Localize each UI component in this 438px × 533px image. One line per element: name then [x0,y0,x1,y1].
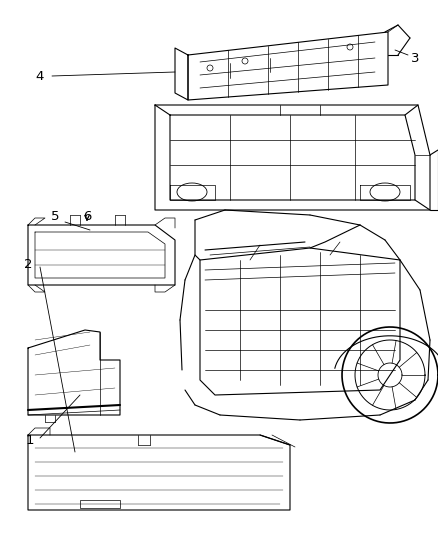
Text: 3: 3 [411,52,419,64]
Text: 6: 6 [83,211,91,223]
Bar [80,500,120,508]
Text: 5: 5 [51,211,59,223]
Text: 1: 1 [26,433,34,447]
Text: 4: 4 [36,69,44,83]
Text: 2: 2 [24,259,32,271]
